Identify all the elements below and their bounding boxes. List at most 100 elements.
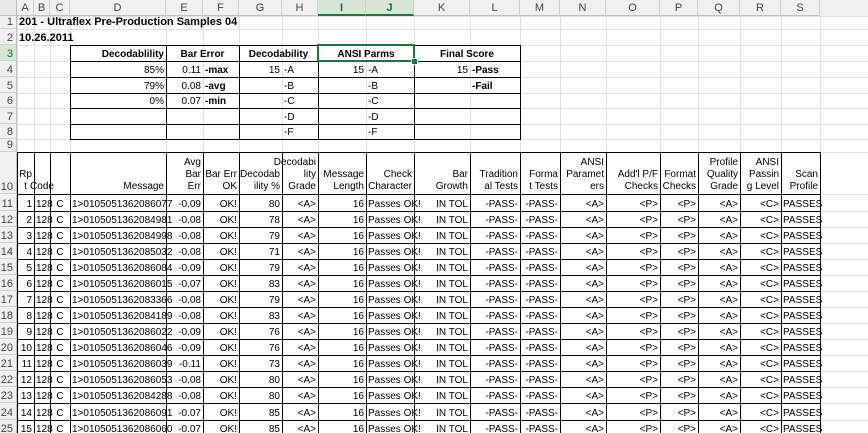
table-cell-d[interactable]: 1>0105051362084189 — [72, 311, 173, 322]
table-cell-c[interactable]: C — [56, 199, 64, 210]
table-cell-p[interactable]: <P> — [677, 263, 696, 274]
table-cell-g[interactable]: 83 — [268, 279, 280, 290]
table-cell-i[interactable]: 16 — [352, 263, 364, 274]
table-cell-c[interactable]: C — [56, 311, 64, 322]
table-cell-q[interactable]: <A> — [719, 231, 738, 242]
table-cell-j[interactable]: Passes OK! — [368, 215, 421, 226]
table-cell-c[interactable]: C — [56, 295, 64, 306]
table-cell-p[interactable]: <P> — [677, 199, 696, 210]
table-cell-o[interactable]: <P> — [639, 359, 658, 370]
summary-ansi-grade[interactable]: -C — [368, 96, 379, 107]
summary-bar-error-label[interactable]: -min — [205, 96, 227, 107]
table-cell-c[interactable]: C — [56, 391, 64, 402]
table-cell-r[interactable]: <C> — [760, 279, 779, 290]
table-cell-i[interactable]: 16 — [352, 359, 364, 370]
table-cell-j[interactable]: Passes OK! — [368, 247, 421, 258]
table-cell-d[interactable]: 1>0105051362084981 — [72, 215, 173, 226]
table-cell-j[interactable]: Passes OK! — [368, 391, 421, 402]
table-cell-o[interactable]: <P> — [639, 327, 658, 338]
table-cell-s[interactable]: PASSES — [783, 375, 823, 386]
table-header-k[interactable]: Bar Growth — [414, 152, 470, 193]
table-cell-e[interactable]: -0.11 — [178, 359, 201, 370]
table-header-h[interactable]: Decodabi lity Grade — [274, 152, 318, 193]
table-cell-l[interactable]: -PASS- — [485, 375, 518, 386]
table-cell-h[interactable]: <A> — [297, 391, 316, 402]
table-cell-n[interactable]: <A> — [585, 199, 604, 210]
table-cell-m[interactable]: -PASS- — [525, 343, 558, 354]
table-cell-h[interactable]: <A> — [297, 215, 316, 226]
row-header-12[interactable]: 12 — [0, 211, 17, 227]
table-cell-m[interactable]: -PASS- — [525, 247, 558, 258]
column-header-g[interactable]: G — [239, 0, 282, 16]
table-cell-e[interactable]: -0.07 — [178, 279, 201, 290]
table-cell-b[interactable]: 128 — [36, 263, 53, 274]
table-cell-i[interactable]: 16 — [352, 375, 364, 386]
table-cell-k[interactable]: IN TOL — [436, 408, 468, 419]
table-cell-j[interactable]: Passes OK! — [368, 424, 421, 433]
column-header-j[interactable]: J — [366, 0, 414, 16]
table-cell-q[interactable]: <A> — [719, 327, 738, 338]
table-cell-g[interactable]: 79 — [268, 231, 280, 242]
table-cell-q[interactable]: <A> — [719, 263, 738, 274]
row-header-21[interactable]: 21 — [0, 355, 17, 371]
table-cell-p[interactable]: <P> — [677, 343, 696, 354]
table-cell-n[interactable]: <A> — [585, 424, 604, 433]
table-header-m[interactable]: Forma t Tests — [520, 152, 560, 193]
summary-decodability-pct[interactable]: 0% — [149, 96, 164, 107]
row-header-10[interactable]: 10 — [0, 152, 17, 194]
table-cell-e[interactable]: -0.09 — [178, 263, 201, 274]
table-cell-c[interactable]: C — [56, 408, 64, 419]
table-cell-m[interactable]: -PASS- — [525, 327, 558, 338]
table-cell-a[interactable]: 11 — [21, 359, 32, 370]
table-header-p[interactable]: Format Checks — [660, 152, 698, 193]
table-cell-c[interactable]: C — [56, 343, 64, 354]
table-cell-r[interactable]: <C> — [760, 375, 779, 386]
table-cell-i[interactable]: 16 — [352, 231, 364, 242]
table-cell-b[interactable]: 128 — [36, 424, 53, 433]
column-header-f[interactable]: F — [203, 0, 239, 16]
table-cell-s[interactable]: PASSES — [783, 424, 823, 433]
column-header-l[interactable]: L — [470, 0, 520, 16]
table-cell-h[interactable]: <A> — [297, 408, 316, 419]
table-cell-m[interactable]: -PASS- — [525, 359, 558, 370]
table-cell-a[interactable]: 7 — [26, 295, 32, 306]
row-header-13[interactable]: 13 — [0, 227, 17, 243]
table-cell-m[interactable]: -PASS- — [525, 215, 558, 226]
table-cell-g[interactable]: 83 — [268, 311, 280, 322]
table-cell-l[interactable]: -PASS- — [485, 295, 518, 306]
summary-ansi-grade[interactable]: -D — [368, 112, 379, 123]
table-cell-k[interactable]: IN TOL — [436, 375, 468, 386]
table-cell-i[interactable]: 16 — [352, 391, 364, 402]
row-header-8[interactable]: 8 — [0, 124, 17, 139]
table-cell-c[interactable]: C — [56, 247, 64, 258]
table-cell-q[interactable]: <A> — [719, 391, 738, 402]
fill-handle[interactable] — [411, 58, 418, 65]
table-cell-a[interactable]: 6 — [26, 279, 32, 290]
table-cell-h[interactable]: <A> — [297, 247, 316, 258]
table-cell-d[interactable]: 1>0105051362086046 — [72, 343, 173, 354]
table-cell-b[interactable]: 128 — [36, 215, 53, 226]
table-cell-b[interactable]: 128 — [36, 408, 53, 419]
row-header-19[interactable]: 19 — [0, 323, 17, 339]
table-cell-p[interactable]: <P> — [677, 215, 696, 226]
table-cell-d[interactable]: 1>0105051362086091 — [72, 408, 173, 419]
table-cell-i[interactable]: 16 — [352, 408, 364, 419]
table-cell-m[interactable]: -PASS- — [525, 295, 558, 306]
table-cell-j[interactable]: Passes OK! — [368, 263, 421, 274]
table-cell-i[interactable]: 16 — [352, 295, 364, 306]
column-header-e[interactable]: E — [166, 0, 203, 16]
table-cell-k[interactable]: IN TOL — [436, 359, 468, 370]
summary-bar-error-value[interactable]: 0.07 — [181, 96, 201, 107]
table-cell-c[interactable]: C — [56, 231, 64, 242]
table-cell-b[interactable]: 128 — [36, 279, 53, 290]
table-cell-f[interactable]: OK! — [219, 391, 237, 402]
summary-decodability-grade[interactable]: -F — [284, 127, 294, 138]
row-header-7[interactable]: 7 — [0, 108, 17, 124]
table-cell-m[interactable]: -PASS- — [525, 408, 558, 419]
column-header-b[interactable]: B — [34, 0, 50, 16]
summary-decodability-pct[interactable]: 79% — [143, 81, 164, 92]
summary-bar-error-header[interactable]: Bar Error — [180, 49, 225, 60]
table-cell-p[interactable]: <P> — [677, 327, 696, 338]
table-cell-m[interactable]: -PASS- — [525, 391, 558, 402]
